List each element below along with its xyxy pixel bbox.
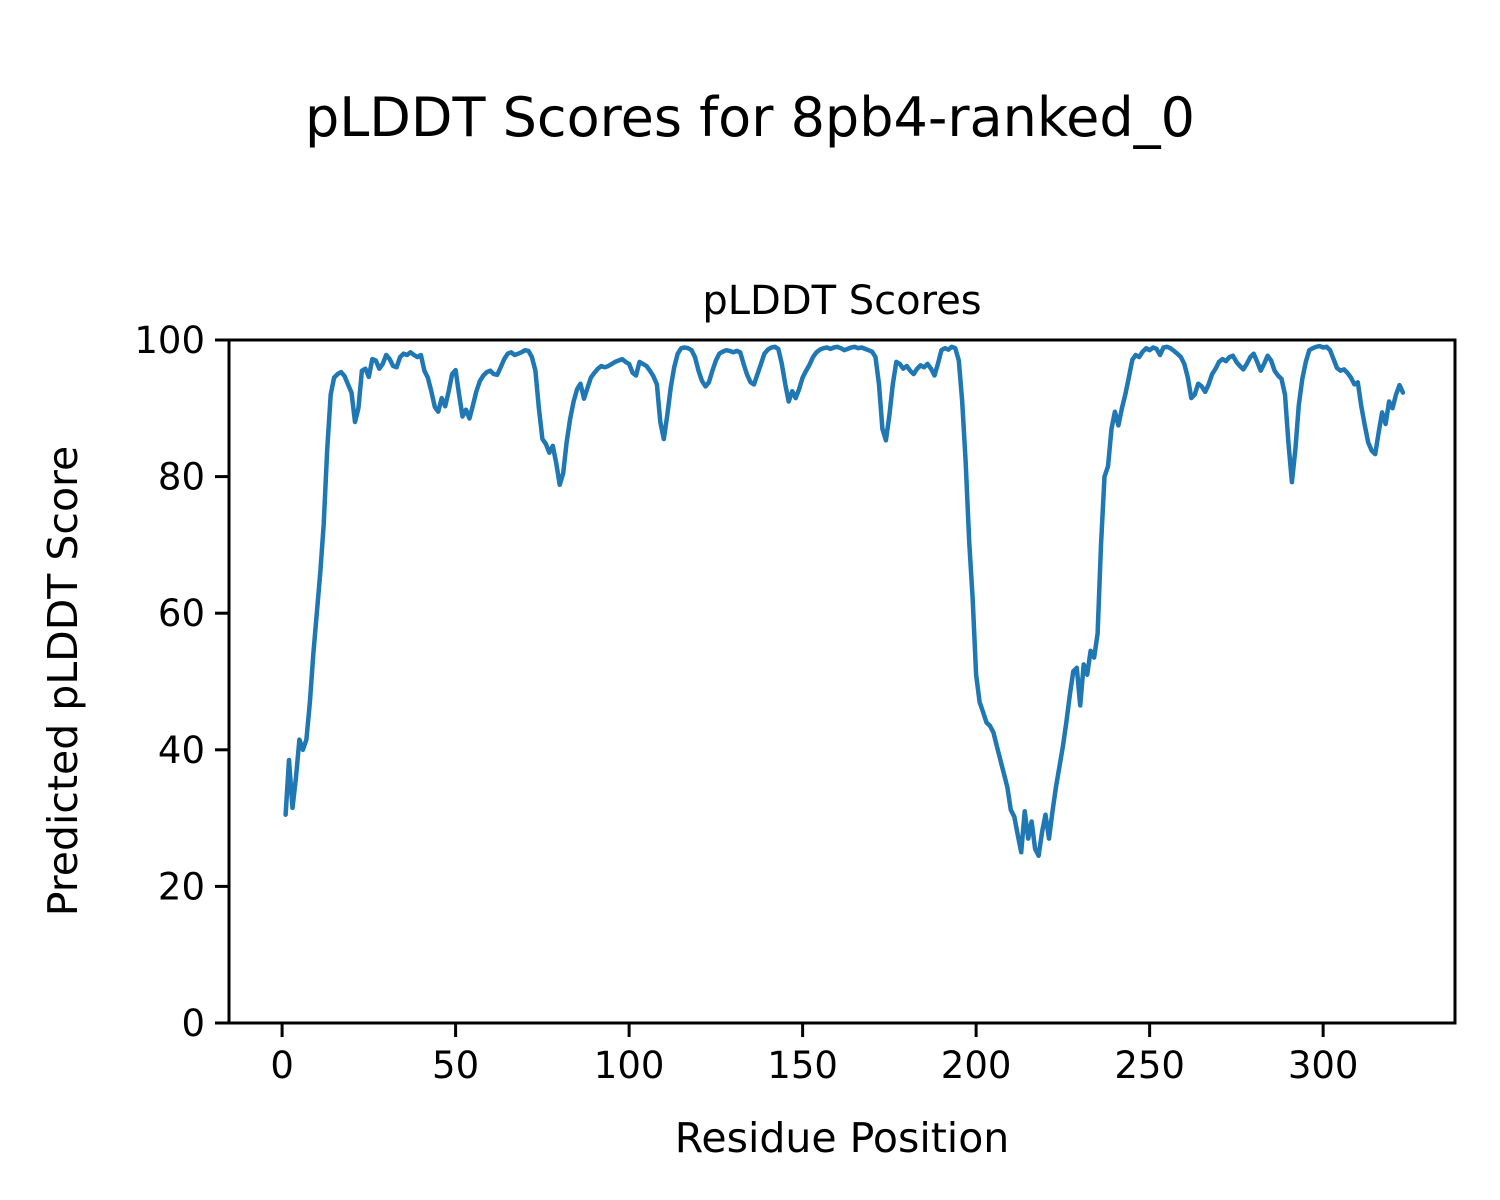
y-tick-label: 100 bbox=[134, 319, 205, 362]
plddt-line-series bbox=[283, 343, 1406, 858]
x-tick-label: 200 bbox=[941, 1044, 1012, 1087]
x-tick-label: 250 bbox=[1114, 1044, 1185, 1087]
x-tick-label: 50 bbox=[432, 1044, 479, 1087]
x-axis-label: Residue Position bbox=[675, 1114, 1010, 1162]
y-tick-group: 0 20 40 60 80 100 bbox=[134, 319, 229, 1045]
x-tick-label: 100 bbox=[594, 1044, 665, 1087]
y-tick-label: 60 bbox=[158, 592, 205, 635]
y-tick-label: 20 bbox=[158, 865, 205, 908]
figure-title: pLDDT Scores for 8pb4-ranked_0 bbox=[305, 86, 1195, 149]
x-tick-label: 300 bbox=[1288, 1044, 1359, 1087]
x-tick-group: 0 50 100 150 200 250 300 bbox=[270, 1023, 1358, 1087]
y-tick-label: 0 bbox=[181, 1002, 205, 1045]
y-tick-label: 40 bbox=[158, 729, 205, 772]
y-axis-label: Predicted pLDDT Score bbox=[39, 446, 87, 916]
y-tick-label: 80 bbox=[158, 456, 205, 499]
axes-spines bbox=[227, 338, 1457, 1025]
x-tick-label: 0 bbox=[270, 1044, 294, 1087]
x-tick-label: 150 bbox=[767, 1044, 838, 1087]
axes-title: pLDDT Scores bbox=[702, 278, 981, 324]
